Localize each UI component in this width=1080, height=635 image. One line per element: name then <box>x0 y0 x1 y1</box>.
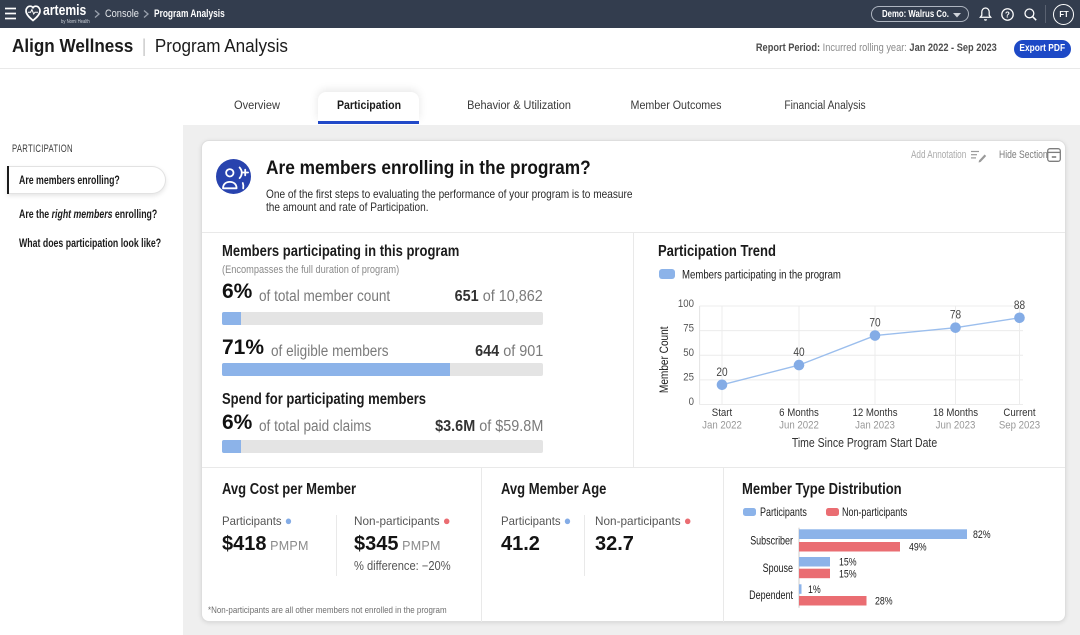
svg-text:88: 88 <box>1014 299 1025 312</box>
svg-text:49%: 49% <box>909 542 927 554</box>
svg-text:1%: 1% <box>808 584 821 596</box>
svg-text:Start: Start <box>712 406 732 419</box>
svg-text:Member Count: Member Count <box>658 326 671 393</box>
svg-text:Participants: Participants <box>760 507 807 519</box>
svg-text:Jan 2023: Jan 2023 <box>855 419 895 432</box>
svg-text:20: 20 <box>716 366 727 379</box>
svg-text:Jan 2022: Jan 2022 <box>702 419 742 432</box>
svg-text:18 Months: 18 Months <box>933 406 978 419</box>
svg-text:78: 78 <box>950 309 961 322</box>
svg-text:Current: Current <box>1003 406 1035 419</box>
svg-text:12 Months: 12 Months <box>852 406 897 419</box>
svg-text:Sep 2023: Sep 2023 <box>999 419 1040 432</box>
svg-text:75: 75 <box>683 322 694 335</box>
svg-text:Spouse: Spouse <box>763 563 794 575</box>
svg-text:Subscriber: Subscriber <box>750 536 793 548</box>
svg-text:Dependent: Dependent <box>749 590 793 602</box>
svg-text:70: 70 <box>869 317 880 330</box>
svg-text:?: ? <box>1005 10 1010 19</box>
svg-text:Non-participants: Non-participants <box>842 507 907 519</box>
svg-text:50: 50 <box>683 346 694 359</box>
svg-text:100: 100 <box>678 297 694 310</box>
svg-text:15%: 15% <box>839 557 857 569</box>
svg-text:0: 0 <box>689 395 694 408</box>
svg-text:15%: 15% <box>839 569 857 581</box>
svg-text:82%: 82% <box>973 529 991 541</box>
svg-text:6 Months: 6 Months <box>779 406 819 419</box>
svg-text:Jun 2023: Jun 2023 <box>936 419 976 432</box>
svg-text:25: 25 <box>683 371 694 384</box>
svg-text:28%: 28% <box>875 596 893 608</box>
svg-text:Time Since Program Start Date: Time Since Program Start Date <box>792 437 937 450</box>
svg-text:40: 40 <box>793 346 804 359</box>
svg-text:Jun 2022: Jun 2022 <box>779 419 819 432</box>
svg-text:Members participating in the p: Members participating in the program <box>682 269 841 282</box>
